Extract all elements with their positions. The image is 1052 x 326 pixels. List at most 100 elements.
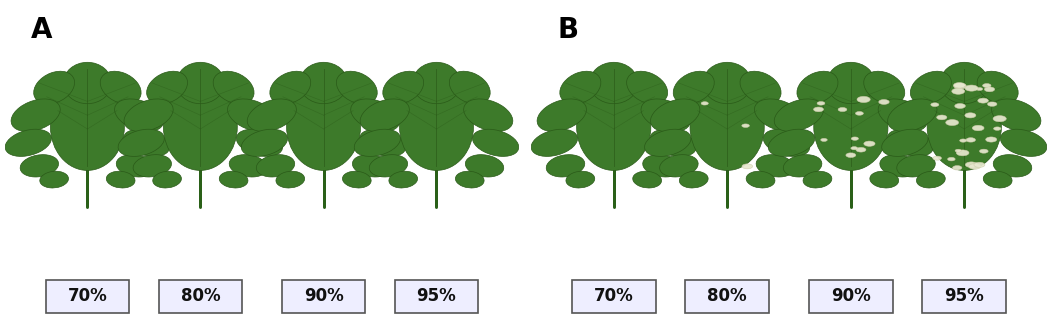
Ellipse shape — [966, 162, 977, 168]
Ellipse shape — [389, 171, 418, 188]
Ellipse shape — [838, 108, 847, 111]
Ellipse shape — [5, 129, 52, 156]
FancyBboxPatch shape — [394, 280, 479, 313]
Text: 70%: 70% — [67, 288, 107, 305]
Ellipse shape — [40, 171, 68, 188]
Ellipse shape — [959, 139, 967, 142]
Ellipse shape — [400, 83, 473, 170]
Ellipse shape — [12, 99, 60, 131]
Ellipse shape — [972, 125, 984, 131]
Ellipse shape — [673, 71, 714, 104]
Ellipse shape — [856, 147, 866, 152]
Ellipse shape — [977, 71, 1018, 104]
Ellipse shape — [118, 129, 164, 156]
Ellipse shape — [106, 171, 135, 188]
Ellipse shape — [627, 71, 668, 104]
Ellipse shape — [966, 138, 975, 142]
Ellipse shape — [645, 129, 691, 156]
Ellipse shape — [163, 83, 238, 170]
Ellipse shape — [954, 84, 960, 87]
Ellipse shape — [63, 62, 112, 104]
Ellipse shape — [343, 171, 371, 188]
Ellipse shape — [742, 124, 749, 127]
Ellipse shape — [851, 137, 858, 140]
Ellipse shape — [632, 171, 662, 188]
Ellipse shape — [888, 99, 937, 131]
Ellipse shape — [177, 62, 224, 104]
Ellipse shape — [851, 147, 857, 150]
Ellipse shape — [764, 129, 810, 156]
Ellipse shape — [956, 150, 969, 156]
Ellipse shape — [100, 71, 141, 104]
Ellipse shape — [879, 155, 918, 177]
Ellipse shape — [270, 71, 310, 104]
Ellipse shape — [948, 157, 955, 161]
Ellipse shape — [350, 99, 400, 131]
Ellipse shape — [882, 129, 928, 156]
Ellipse shape — [936, 115, 947, 120]
Ellipse shape — [979, 149, 988, 153]
Ellipse shape — [740, 71, 781, 104]
Ellipse shape — [360, 99, 409, 131]
Ellipse shape — [650, 129, 696, 156]
Text: 95%: 95% — [945, 288, 984, 305]
Ellipse shape — [660, 155, 699, 177]
Ellipse shape — [969, 164, 980, 169]
Text: 80%: 80% — [707, 288, 747, 305]
Ellipse shape — [931, 103, 938, 107]
Ellipse shape — [237, 129, 283, 156]
Ellipse shape — [864, 141, 875, 146]
Ellipse shape — [984, 171, 1012, 188]
FancyBboxPatch shape — [45, 280, 129, 313]
Ellipse shape — [20, 155, 59, 177]
Ellipse shape — [965, 113, 976, 118]
Ellipse shape — [472, 129, 519, 156]
Ellipse shape — [827, 62, 875, 104]
Ellipse shape — [153, 171, 181, 188]
Ellipse shape — [754, 99, 804, 131]
Ellipse shape — [985, 87, 994, 92]
Ellipse shape — [803, 171, 832, 188]
Text: 90%: 90% — [831, 288, 871, 305]
Ellipse shape — [992, 99, 1040, 131]
Ellipse shape — [538, 99, 586, 131]
Ellipse shape — [34, 71, 75, 104]
Ellipse shape — [933, 156, 942, 160]
Text: 70%: 70% — [594, 288, 633, 305]
Ellipse shape — [878, 99, 889, 104]
Ellipse shape — [464, 99, 512, 131]
Ellipse shape — [870, 171, 898, 188]
Ellipse shape — [219, 171, 248, 188]
Ellipse shape — [355, 129, 401, 156]
Ellipse shape — [916, 171, 946, 188]
Ellipse shape — [965, 85, 978, 91]
Ellipse shape — [214, 71, 254, 104]
Ellipse shape — [383, 71, 424, 104]
Ellipse shape — [846, 153, 855, 157]
Ellipse shape — [134, 155, 171, 177]
Ellipse shape — [465, 155, 504, 177]
Ellipse shape — [746, 171, 775, 188]
Ellipse shape — [546, 155, 585, 177]
Ellipse shape — [531, 129, 578, 156]
FancyBboxPatch shape — [282, 280, 365, 313]
Ellipse shape — [797, 71, 838, 104]
Ellipse shape — [983, 83, 991, 87]
Ellipse shape — [276, 171, 305, 188]
Ellipse shape — [1000, 129, 1047, 156]
Ellipse shape — [352, 155, 390, 177]
Text: B: B — [558, 16, 579, 44]
Ellipse shape — [229, 155, 267, 177]
Ellipse shape — [813, 107, 824, 112]
Ellipse shape — [887, 129, 933, 156]
Ellipse shape — [855, 111, 864, 115]
Ellipse shape — [701, 102, 708, 105]
Ellipse shape — [993, 155, 1032, 177]
Ellipse shape — [247, 99, 297, 131]
Ellipse shape — [993, 116, 1007, 122]
Ellipse shape — [360, 129, 406, 156]
Ellipse shape — [227, 99, 277, 131]
Ellipse shape — [650, 99, 700, 131]
Text: 80%: 80% — [181, 288, 220, 305]
Ellipse shape — [286, 83, 361, 170]
